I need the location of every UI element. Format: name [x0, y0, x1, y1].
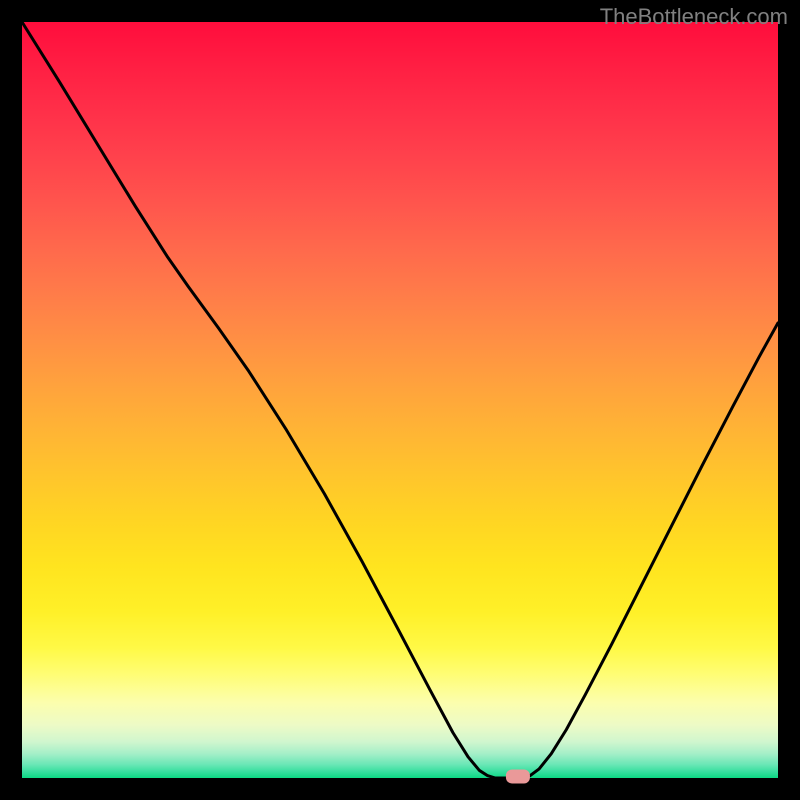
bottleneck-chart [0, 0, 800, 800]
optimal-point-marker [506, 769, 530, 783]
chart-container: TheBottleneck.com [0, 0, 800, 800]
plot-background [22, 22, 778, 778]
